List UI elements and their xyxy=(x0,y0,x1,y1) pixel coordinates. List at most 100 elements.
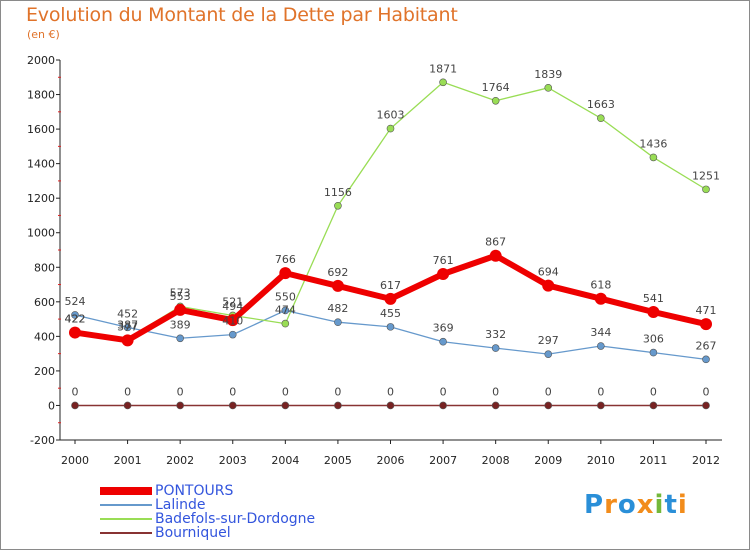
data-label-pontours: 618 xyxy=(590,279,611,292)
data-point-bourniquel xyxy=(597,401,605,410)
data-label-pontours: 617 xyxy=(380,279,401,292)
data-label-lalinde: 344 xyxy=(590,326,611,339)
data-point-badefols-sur-dordogne xyxy=(544,84,553,92)
data-point-lalinde xyxy=(702,355,710,364)
data-label-lalinde: 410 xyxy=(222,315,243,328)
data-point-lalinde xyxy=(491,344,500,352)
legend-label: Badefols-sur-Dordogne xyxy=(155,511,316,527)
data-label-bourniquel: 0 xyxy=(650,385,657,398)
data-point-badefols-sur-dordogne xyxy=(597,114,605,123)
data-label-lalinde: 455 xyxy=(380,307,401,320)
data-point-bourniquel xyxy=(491,401,500,410)
data-label-bourniquel: 0 xyxy=(492,385,499,398)
y-tick-label: 1400 xyxy=(27,158,55,171)
data-label-lalinde: 550 xyxy=(275,290,296,303)
y-tick-label: 800 xyxy=(34,261,55,274)
data-point-pontours xyxy=(594,292,607,305)
data-point-lalinde xyxy=(123,323,132,332)
data-label-pontours: 692 xyxy=(327,266,348,279)
data-point-pontours xyxy=(700,318,712,331)
data-point-badefols-sur-dordogne xyxy=(334,201,342,210)
data-point-lalinde xyxy=(386,323,395,331)
data-point-lalinde xyxy=(71,311,79,319)
y-tick-label: 200 xyxy=(34,365,55,378)
x-tick-label: 2005 xyxy=(324,454,352,467)
data-point-bourniquel xyxy=(123,401,132,410)
legend-swatch xyxy=(100,518,152,520)
proxiti-logo: Proxiti xyxy=(584,490,688,520)
data-label-badefols-sur-dordogne: 1603 xyxy=(377,109,405,122)
data-label-lalinde: 389 xyxy=(170,318,191,331)
data-label-badefols-sur-dordogne: 1839 xyxy=(534,68,562,81)
data-label-badefols-sur-dordogne: 387 xyxy=(117,319,138,332)
x-tick-label: 2011 xyxy=(639,454,667,467)
x-tick-label: 2008 xyxy=(482,454,510,467)
data-point-lalinde xyxy=(439,337,447,346)
data-point-pontours xyxy=(174,303,187,316)
data-label-bourniquel: 0 xyxy=(334,385,341,398)
data-label-badefols-sur-dordogne: 1663 xyxy=(587,98,615,111)
logo-letter: o xyxy=(617,490,637,520)
data-label-bourniquel: 0 xyxy=(440,385,447,398)
legend-item-lalinde: Lalinde xyxy=(100,498,315,512)
logo-letter: i xyxy=(654,490,665,520)
data-point-lalinde xyxy=(281,306,290,315)
legend-label: PONTOURS xyxy=(155,483,234,499)
data-label-pontours: 553 xyxy=(170,290,191,303)
data-point-lalinde xyxy=(334,318,342,327)
data-label-pontours: 471 xyxy=(696,304,717,317)
legend-item-pontours: PONTOURS xyxy=(100,484,315,498)
data-label-pontours: 494 xyxy=(222,300,243,313)
data-label-bourniquel: 0 xyxy=(72,385,79,398)
y-tick-label: 1600 xyxy=(27,123,55,136)
data-label-bourniquel: 0 xyxy=(597,385,604,398)
data-point-pontours xyxy=(121,334,134,347)
data-label-badefols-sur-dordogne: 1764 xyxy=(482,81,510,94)
data-label-bourniquel: 0 xyxy=(124,385,131,398)
x-tick-label: 2003 xyxy=(219,454,247,467)
data-point-bourniquel xyxy=(544,401,553,410)
data-point-bourniquel xyxy=(334,401,342,410)
data-point-badefols-sur-dordogne xyxy=(281,319,290,328)
data-point-pontours xyxy=(69,326,81,339)
legend-label: Bourniquel xyxy=(155,525,231,541)
legend-item-bourniquel: Bourniquel xyxy=(100,526,315,540)
legend-label: Lalinde xyxy=(155,497,206,513)
x-tick-label: 2012 xyxy=(692,454,720,467)
data-point-bourniquel xyxy=(281,401,290,410)
data-label-pontours: 694 xyxy=(538,266,559,279)
x-tick-label: 2001 xyxy=(114,454,142,467)
data-point-lalinde xyxy=(649,348,658,357)
chart-legend: PONTOURS Lalinde Badefols-sur-Dordogne Bour… xyxy=(100,484,315,540)
data-label-lalinde: 452 xyxy=(117,307,138,320)
data-point-lalinde xyxy=(597,342,605,350)
data-point-pontours xyxy=(489,249,502,262)
data-label-bourniquel: 0 xyxy=(229,385,236,398)
data-label-badefols-sur-dordogne: 1871 xyxy=(429,62,457,75)
data-point-bourniquel xyxy=(71,401,79,410)
logo-letter: r xyxy=(604,490,618,520)
y-tick-label: 400 xyxy=(34,330,55,343)
x-tick-label: 2006 xyxy=(377,454,405,467)
data-point-lalinde xyxy=(544,350,553,358)
data-point-badefols-sur-dordogne xyxy=(386,124,395,133)
data-label-bourniquel: 0 xyxy=(703,385,710,398)
logo-letter: x xyxy=(636,490,655,520)
y-tick-label: 0 xyxy=(48,399,55,412)
data-point-pontours xyxy=(437,268,450,281)
logo-letter: i xyxy=(677,490,688,520)
data-label-bourniquel: 0 xyxy=(387,385,394,398)
logo-letter: t xyxy=(664,490,678,520)
data-label-lalinde: 369 xyxy=(433,322,454,335)
data-point-badefols-sur-dordogne xyxy=(649,153,658,162)
x-tick-label: 2002 xyxy=(166,454,194,467)
data-label-bourniquel: 0 xyxy=(282,385,289,398)
data-label-badefols-sur-dordogne: 573 xyxy=(170,286,191,299)
data-point-bourniquel xyxy=(702,401,710,410)
y-tick-label: 1200 xyxy=(27,192,55,205)
y-tick-label: 2000 xyxy=(27,54,55,67)
data-label-pontours: 766 xyxy=(275,253,296,266)
logo-letter: P xyxy=(584,490,605,520)
